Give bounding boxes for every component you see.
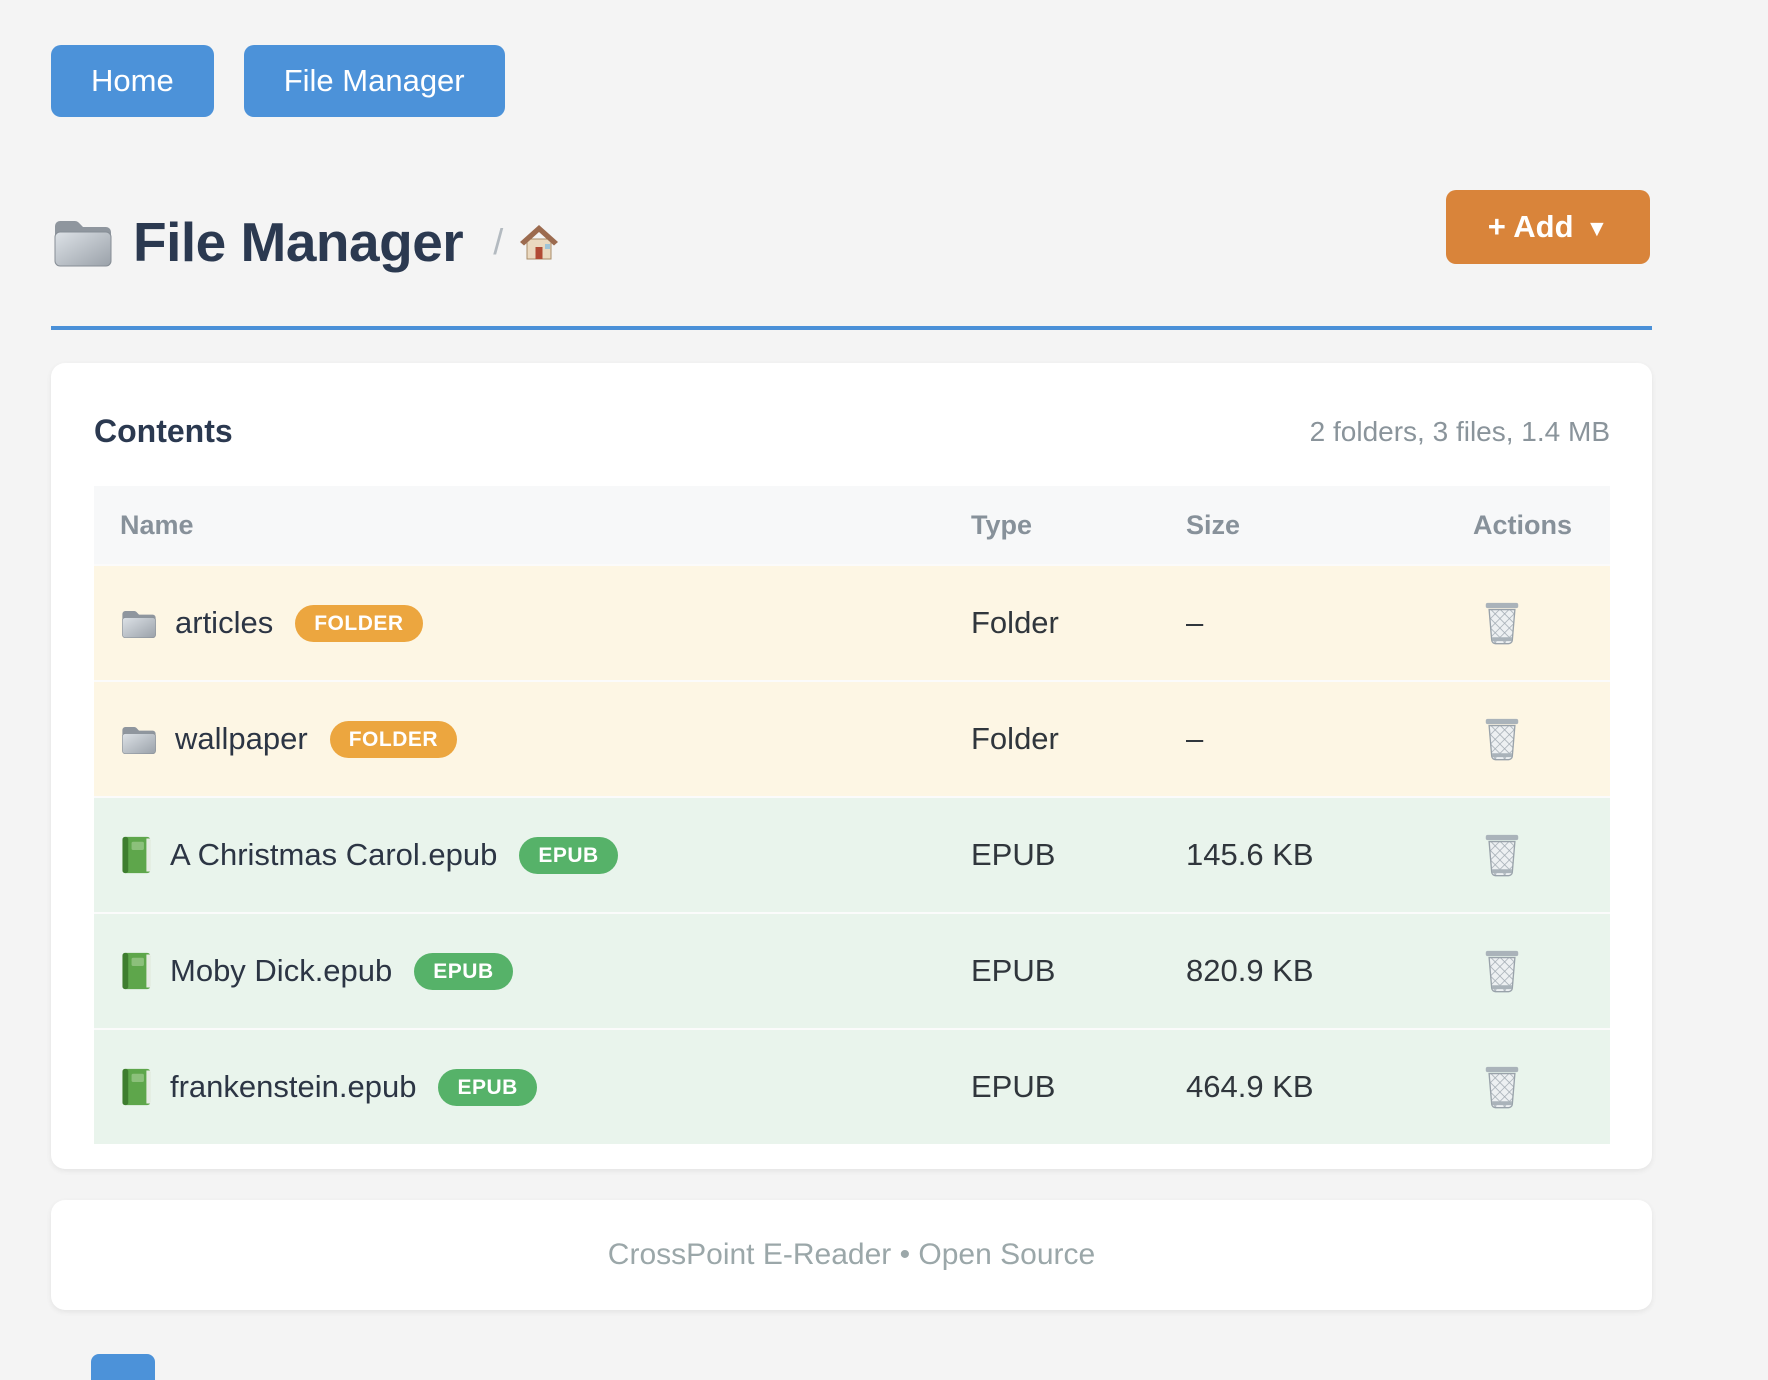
trash-icon [1481,715,1523,764]
contents-heading: Contents [94,413,233,449]
page-header: File Manager / [51,210,559,274]
contents-card-header: Contents 2 folders, 3 files, 1.4 MB [94,413,1610,450]
file-table-header: Name Type Size Actions [94,486,1610,565]
type-cell: Folder [969,680,1184,797]
column-header-name: Name [94,486,969,565]
file-name[interactable]: frankenstein.epub [170,1069,417,1104]
type-badge: EPUB [414,952,513,990]
footer-text: CrossPoint E-Reader • Open Source [607,1238,1096,1271]
file-table-body: articles FOLDER Folder – wallpaper FOLDER Fold… [94,564,1610,1144]
file-table: Name Type Size Actions articles FOLDER Fol… [94,486,1610,1144]
house-icon[interactable] [519,223,559,261]
type-cell: EPUB [969,796,1184,913]
book-icon [120,835,153,875]
table-row[interactable]: Moby Dick.epub EPUB EPUB 820.9 KB [94,912,1610,1029]
type-badge: FOLDER [295,604,423,642]
delete-button[interactable] [1481,599,1523,648]
table-row[interactable]: A Christmas Carol.epub EPUB EPUB 145.6 KB [94,796,1610,913]
size-cell: – [1184,680,1461,797]
page-title: File Manager [133,211,464,273]
delete-button[interactable] [1481,831,1523,880]
trash-icon [1481,1063,1523,1112]
type-cell: Folder [969,564,1184,681]
column-header-actions: Actions [1461,486,1610,565]
delete-button[interactable] [1481,1063,1523,1112]
add-button-label: + Add [1487,209,1574,244]
breadcrumb-separator: / [493,221,504,262]
size-cell: 820.9 KB [1184,912,1461,1029]
chevron-down-icon: ▼ [1585,215,1609,241]
table-row[interactable]: frankenstein.epub EPUB EPUB 464.9 KB [94,1028,1610,1144]
file-name[interactable]: wallpaper [175,721,308,756]
title-divider [51,326,1652,330]
column-header-size: Size [1184,486,1461,565]
nav-button-file-manager[interactable]: File Manager [243,45,505,117]
table-row[interactable]: articles FOLDER Folder – [94,564,1610,681]
book-icon [120,951,153,991]
column-header-type: Type [969,486,1184,565]
add-button[interactable]: + Add ▼ [1446,190,1650,264]
type-badge: EPUB [519,836,618,874]
file-name[interactable]: articles [175,605,274,640]
delete-button[interactable] [1481,715,1523,764]
trash-icon [1481,831,1523,880]
footer-card: CrossPoint E-Reader • Open Source [51,1200,1652,1310]
nav-button-home[interactable]: Home [51,45,214,117]
size-cell: 145.6 KB [1184,796,1461,913]
size-cell: 464.9 KB [1184,1028,1461,1144]
size-cell: – [1184,564,1461,681]
type-cell: EPUB [969,912,1184,1029]
folder-icon [120,607,158,640]
type-badge: FOLDER [329,720,458,758]
file-name[interactable]: Moby Dick.epub [170,953,393,988]
folder-icon [51,215,115,269]
file-name[interactable]: A Christmas Carol.epub [170,837,498,872]
type-cell: EPUB [969,1028,1184,1144]
folder-icon [120,723,158,756]
trash-icon [1481,947,1523,996]
book-icon [120,1067,153,1107]
contents-card: Contents 2 folders, 3 files, 1.4 MB Name… [51,363,1652,1169]
partial-nav-button[interactable] [91,1354,155,1380]
table-row[interactable]: wallpaper FOLDER Folder – [94,680,1610,797]
contents-summary: 2 folders, 3 files, 1.4 MB [1309,415,1610,447]
type-badge: EPUB [438,1068,537,1106]
trash-icon [1481,599,1523,648]
top-nav: Home File Manager [51,45,505,117]
delete-button[interactable] [1481,947,1523,996]
